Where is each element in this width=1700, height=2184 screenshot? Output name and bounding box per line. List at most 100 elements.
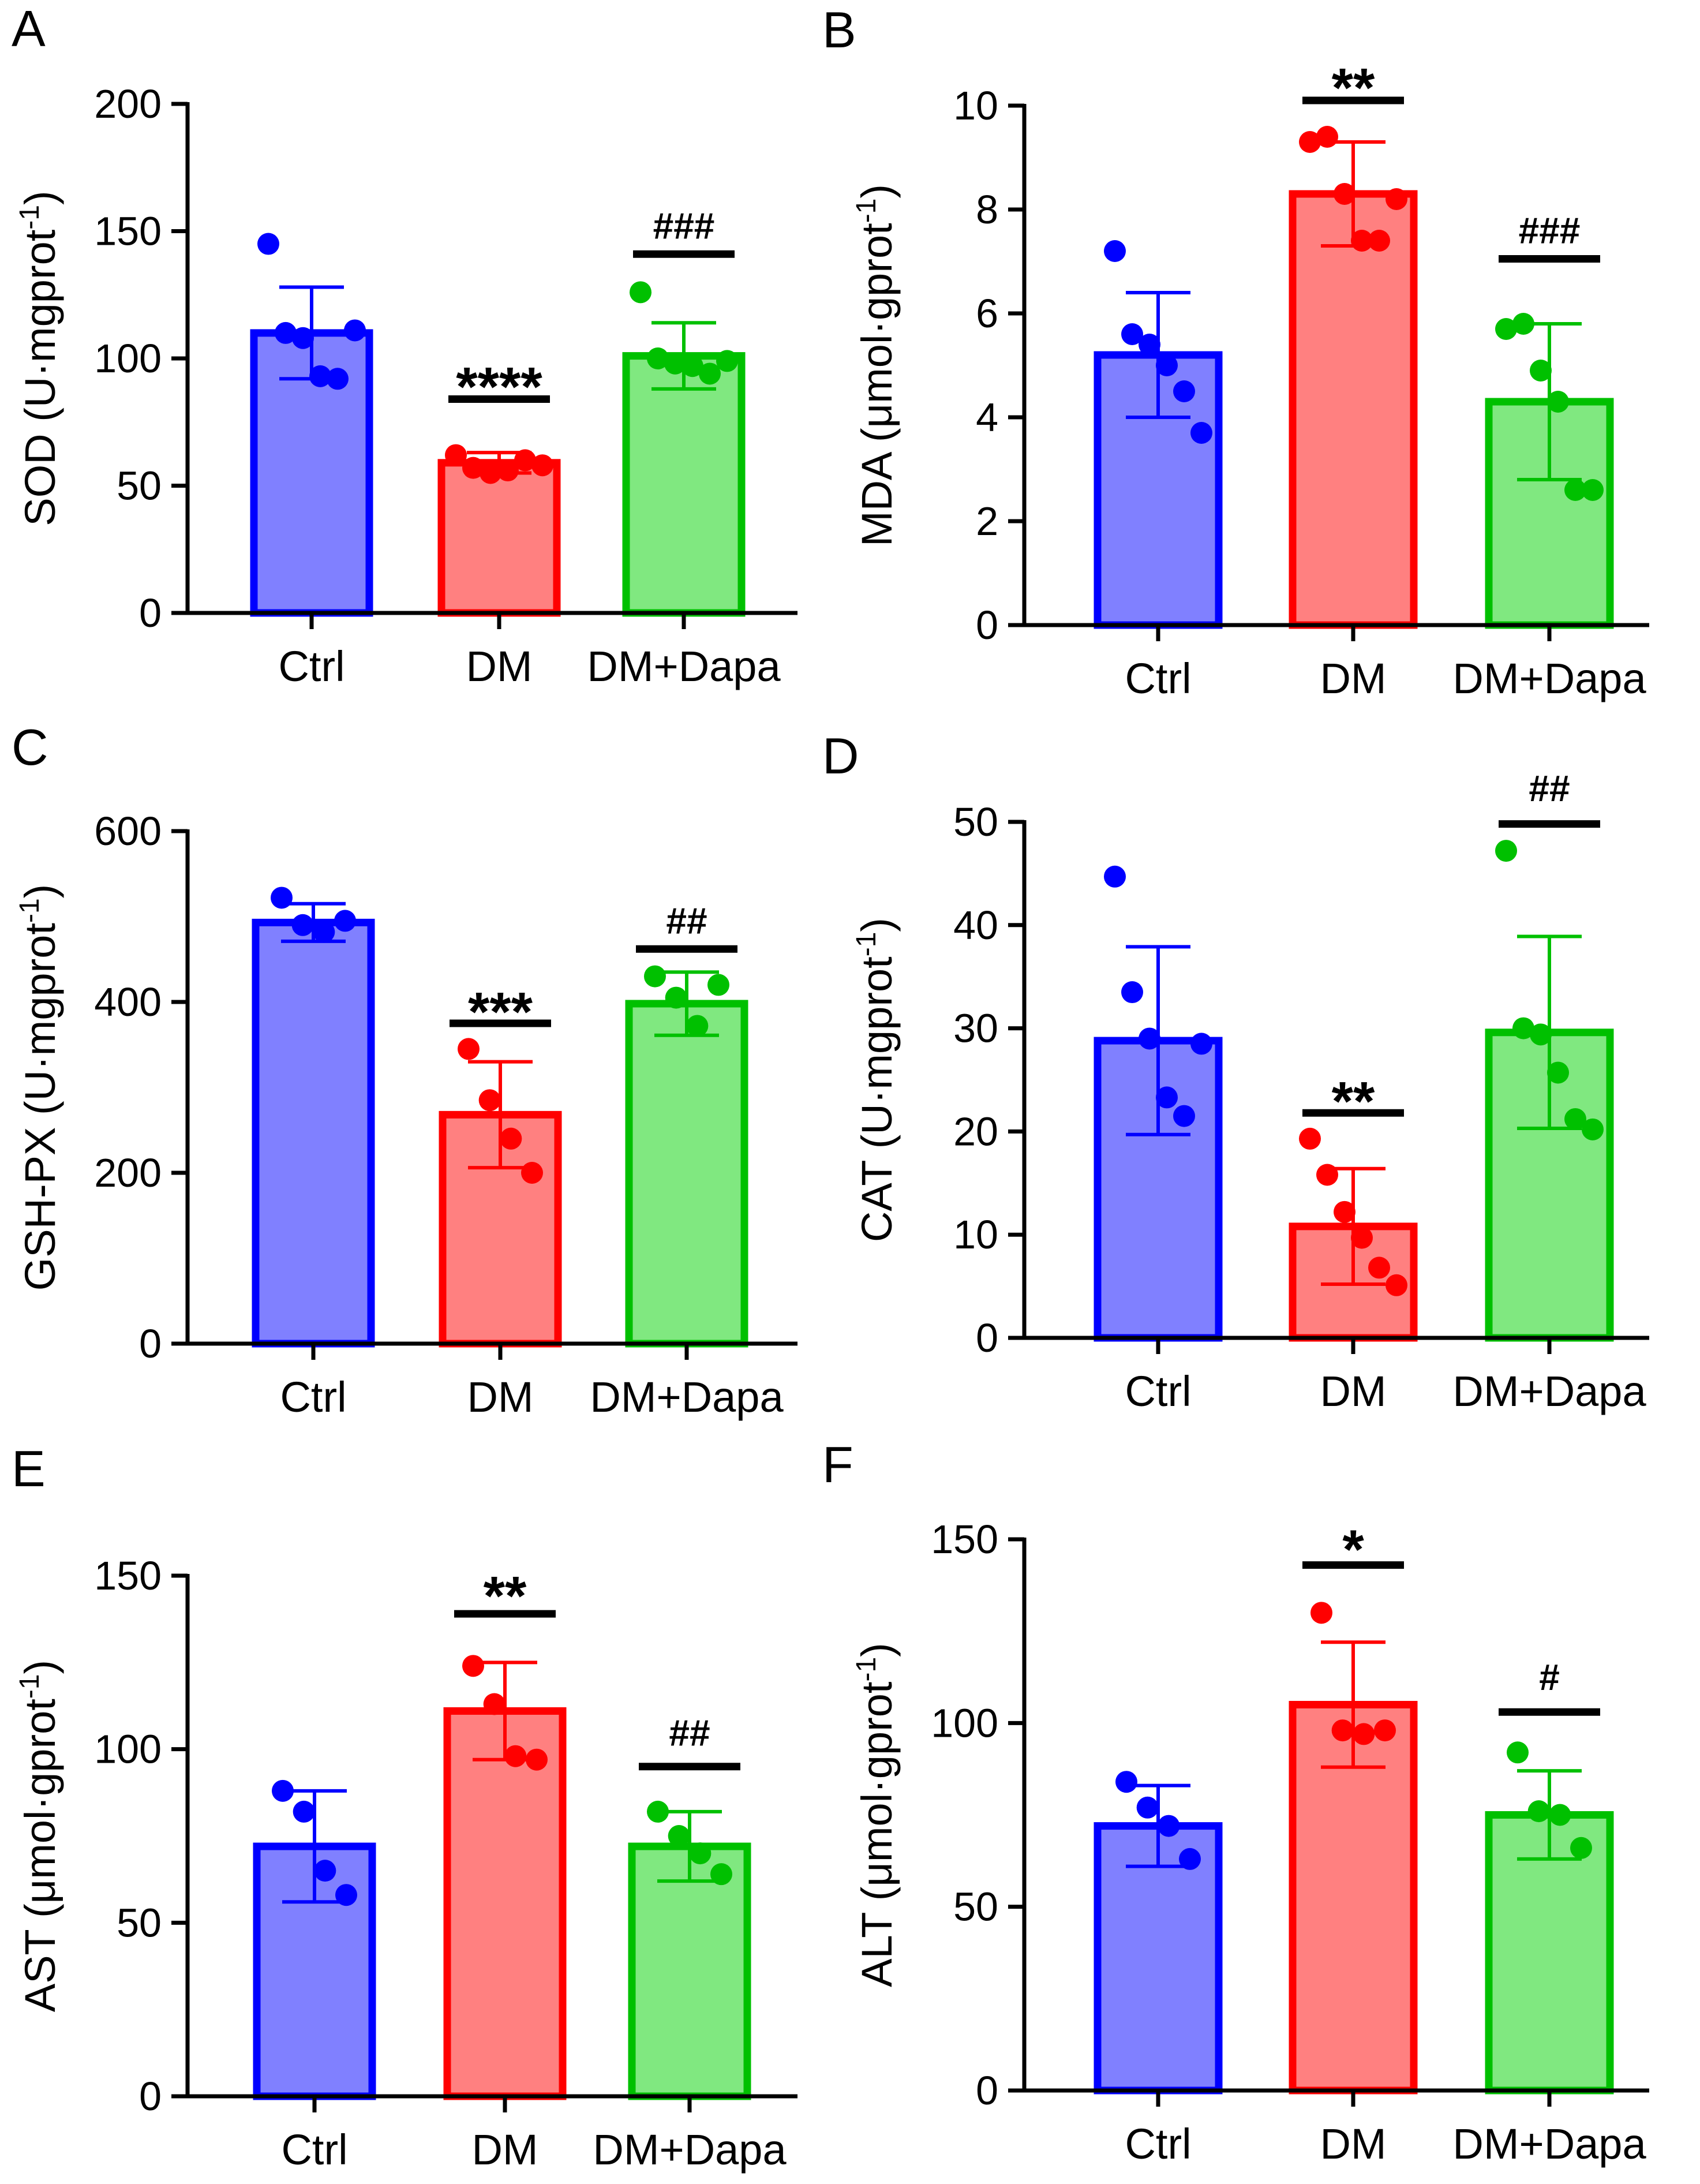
- data-point: [1530, 1023, 1552, 1046]
- data-point: [1156, 354, 1178, 376]
- y-axis-title-superscript: -1: [14, 898, 45, 923]
- data-point: [462, 457, 484, 479]
- panel-label: A: [12, 0, 46, 57]
- panel-label: B: [822, 1, 856, 58]
- y-axis-title-main: MDA (μmol·gprot: [853, 223, 901, 547]
- y-tick-label: 50: [117, 463, 162, 508]
- data-point: [1316, 1164, 1338, 1186]
- data-point: [1121, 981, 1143, 1004]
- panel-d: D ** ## 0 10 20 30 40 50 Ctrl DM DM+Dapa CAT (U·mgpr…: [822, 727, 1649, 1415]
- significance-label: **: [1332, 1071, 1375, 1132]
- bar-dm-dapa: [622, 352, 746, 617]
- data-point: [1299, 131, 1321, 153]
- data-point: [531, 454, 553, 477]
- data-point: [1564, 1108, 1586, 1130]
- y-axis-title-close: ): [16, 884, 64, 899]
- significance-label: ****: [456, 356, 542, 418]
- y-tick-label: 100: [931, 1700, 998, 1745]
- y-tick-label: 0: [976, 1315, 998, 1360]
- x-tick-label: DM: [467, 1373, 533, 1421]
- panel-label: D: [822, 727, 859, 784]
- data-point: [1512, 313, 1534, 335]
- y-tick-label: 4: [976, 395, 998, 440]
- bar-dm-dapa: [625, 1000, 748, 1348]
- x-tick-label: Ctrl: [1125, 2120, 1191, 2168]
- data-point: [291, 914, 314, 936]
- y-axis-title: GSH-PX (U·mgprot-1): [14, 884, 64, 1291]
- significance-label: ###: [1519, 210, 1581, 252]
- y-tick-label: 20: [953, 1109, 998, 1154]
- y-axis-title: CAT (U·mgprot-1): [851, 918, 901, 1242]
- data-point: [1495, 840, 1517, 862]
- panel-label: F: [822, 1436, 853, 1493]
- y-tick-label: 200: [94, 1150, 162, 1195]
- data-point: [1173, 380, 1195, 402]
- data-point: [497, 459, 519, 482]
- significance-label: ##: [669, 1712, 710, 1754]
- data-point: [665, 986, 687, 1009]
- data-point: [480, 462, 501, 484]
- x-tick-label: DM+Dapa: [590, 1373, 784, 1421]
- panel-b: B ** ### 0 2 4 6 8 10 Ctrl DM DM+Dapa MDA (μmol·gpro…: [822, 1, 1649, 702]
- panel-c: C *** ## 0 200 400 600 Ctrl DM DM+Dapa GSH-PX (U·m…: [12, 719, 797, 1421]
- data-point: [1530, 360, 1552, 382]
- x-tick-label: DM: [1320, 2120, 1386, 2168]
- data-point: [293, 1800, 315, 1823]
- data-point: [1512, 1017, 1534, 1039]
- y-axis-title-close: ): [853, 184, 901, 199]
- data-point: [1527, 1800, 1550, 1823]
- x-tick-label: Ctrl: [1125, 1367, 1191, 1415]
- significance-label: **: [1332, 57, 1375, 119]
- data-point: [644, 965, 666, 988]
- data-point: [1156, 1086, 1178, 1109]
- y-tick-label: 100: [94, 336, 162, 381]
- y-tick-label: 0: [139, 590, 162, 635]
- y-axis-title: AST (μmol·gprot-1): [14, 1660, 64, 2012]
- data-point: [521, 1162, 543, 1184]
- bar-dm: [1289, 190, 1418, 629]
- data-point: [1353, 1723, 1375, 1745]
- data-point: [647, 347, 669, 369]
- data-point: [1507, 1741, 1529, 1764]
- x-tick-label: Ctrl: [281, 2126, 347, 2174]
- data-point: [1121, 323, 1143, 345]
- bar-dm: [437, 459, 561, 617]
- panel-f: F * #0 50 100 150 Ctrl DM DM+Dapa ALT (μmol·gprot…: [822, 1436, 1649, 2168]
- y-axis-title-superscript: -1: [14, 1674, 45, 1699]
- data-point: [1331, 1719, 1354, 1742]
- y-tick-label: 0: [976, 603, 998, 648]
- data-point: [1564, 479, 1586, 501]
- x-tick-label: DM: [1320, 655, 1386, 702]
- data-point: [699, 362, 721, 385]
- y-axis-title-main: CAT (U·mgprot: [853, 956, 901, 1242]
- data-point: [710, 1863, 732, 1886]
- data-point: [1495, 318, 1517, 340]
- data-point: [327, 368, 349, 390]
- y-tick-label: 150: [94, 209, 162, 254]
- x-tick-label: DM+Dapa: [1452, 2120, 1646, 2168]
- y-axis-title-close: ): [853, 1643, 901, 1657]
- y-axis-title-superscript: -1: [851, 1657, 882, 1682]
- data-point: [682, 355, 703, 377]
- data-point: [271, 887, 293, 909]
- data-point: [1104, 240, 1126, 262]
- significance-label: *: [1342, 1519, 1364, 1581]
- y-tick-label: 10: [953, 83, 998, 128]
- bar-dm: [443, 1707, 567, 2100]
- data-point: [526, 1748, 548, 1771]
- data-point: [716, 350, 738, 372]
- data-point: [1386, 1274, 1407, 1296]
- x-tick-label: DM+Dapa: [1452, 1367, 1646, 1415]
- data-point: [1139, 1027, 1160, 1050]
- data-point: [1179, 1848, 1201, 1870]
- x-tick-label: Ctrl: [280, 1373, 346, 1421]
- x-tick-label: DM: [1320, 1367, 1386, 1415]
- data-point: [275, 321, 297, 344]
- data-point: [647, 1800, 669, 1823]
- y-axis-title-close: ): [853, 918, 901, 932]
- y-tick-label: 50: [117, 1900, 162, 1945]
- x-tick-label: DM+Dapa: [593, 2126, 787, 2174]
- y-axis-title: MDA (μmol·gprot-1): [851, 184, 901, 547]
- data-point: [292, 327, 314, 349]
